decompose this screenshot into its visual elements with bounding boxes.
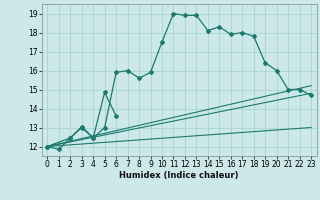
X-axis label: Humidex (Indice chaleur): Humidex (Indice chaleur) [119,171,239,180]
